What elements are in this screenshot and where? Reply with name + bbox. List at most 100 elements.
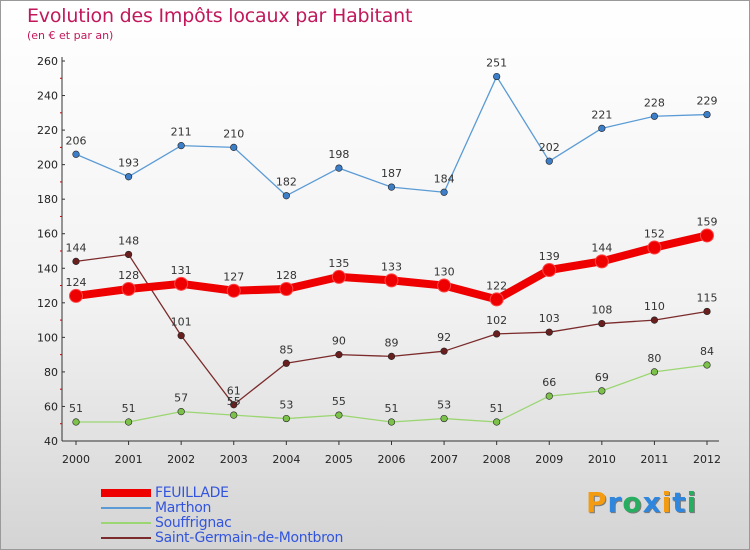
data-point — [387, 183, 396, 191]
data-point — [230, 143, 238, 151]
data-label: 101 — [171, 316, 192, 329]
data-label: 85 — [279, 343, 293, 356]
x-tick-label: 2008 — [483, 453, 511, 466]
data-point — [384, 273, 399, 288]
x-tick-label: 2009 — [535, 453, 563, 466]
data-label: 130 — [434, 266, 455, 279]
data-label: 187 — [381, 167, 402, 180]
x-tick-label: 2012 — [693, 453, 721, 466]
data-point — [335, 351, 343, 359]
data-point — [124, 173, 133, 181]
legend-item: Saint-Germain-de-Montbron — [101, 530, 343, 546]
x-tick-label: 2007 — [430, 453, 458, 466]
data-label: 193 — [118, 157, 139, 170]
data-label: 102 — [486, 314, 507, 327]
series-marthon — [72, 72, 711, 200]
series-saint-germain-de-montbron — [72, 250, 711, 409]
data-label: 84 — [700, 345, 714, 358]
data-point — [650, 368, 659, 376]
y-tick-label: 100 — [37, 331, 58, 344]
data-label: 51 — [385, 402, 399, 415]
y-tick-label: 180 — [37, 193, 58, 206]
data-label: 61 — [227, 385, 241, 398]
data-label: 135 — [328, 257, 349, 270]
data-label: 89 — [385, 336, 399, 349]
legend-swatch — [101, 536, 151, 539]
data-point — [493, 418, 501, 426]
data-label: 152 — [644, 228, 665, 241]
data-point — [230, 401, 238, 409]
data-labels-layer: 124 128 131 127 128 135 133 130 122 139 144 152 159 2… — [66, 57, 718, 415]
data-point — [647, 240, 662, 255]
data-point — [542, 263, 557, 277]
x-tick-label: 2002 — [167, 453, 195, 466]
data-point — [387, 352, 396, 360]
x-tick-label: 2001 — [115, 453, 143, 466]
data-label: 90 — [332, 335, 346, 348]
y-tick-label: 120 — [37, 297, 58, 310]
data-label: 57 — [174, 392, 188, 405]
axes: 40 60 80 100 120 140 160 180 200 220 240 260 2000 200… — [37, 55, 721, 466]
data-point — [121, 282, 136, 296]
data-label: 144 — [66, 241, 87, 254]
data-label: 110 — [644, 300, 665, 313]
data-point — [331, 269, 346, 284]
legend-label: FEUILLADE — [155, 484, 229, 501]
data-label: 108 — [591, 304, 612, 317]
data-point — [177, 408, 185, 416]
data-label: 103 — [539, 312, 560, 325]
data-label: 211 — [171, 126, 192, 139]
data-point — [493, 72, 501, 81]
proxiti-logo: Proxiti — [586, 486, 698, 519]
data-point — [598, 124, 606, 132]
legend-swatch — [101, 488, 151, 497]
data-point — [650, 112, 659, 120]
data-label: 139 — [539, 250, 560, 263]
data-point — [124, 250, 133, 259]
x-tick-label: 2003 — [220, 453, 248, 466]
data-label: 221 — [591, 108, 612, 121]
y-tick-label: 220 — [37, 124, 58, 137]
legend-swatch — [101, 506, 151, 509]
legend-item: FEUILLADE — [101, 484, 343, 501]
series-souffrignac — [72, 361, 711, 426]
data-label: 128 — [118, 269, 139, 282]
x-tick-label: 2004 — [272, 453, 300, 466]
data-point — [72, 418, 80, 426]
y-tick-label: 160 — [37, 228, 58, 241]
y-tick-label: 240 — [37, 90, 58, 103]
data-label: 229 — [697, 95, 718, 108]
series-layer — [69, 72, 714, 426]
data-label: 198 — [328, 148, 349, 161]
data-label: 115 — [697, 291, 718, 304]
data-point — [69, 288, 83, 303]
data-point — [174, 276, 189, 291]
data-point — [440, 347, 448, 355]
x-tick-label: 2005 — [325, 453, 353, 466]
data-label: 122 — [486, 279, 507, 292]
data-label: 69 — [595, 371, 609, 384]
legend-item: Souffrignac — [101, 515, 343, 531]
data-label: 228 — [644, 96, 665, 109]
data-point — [335, 411, 343, 419]
data-label: 51 — [490, 402, 504, 415]
data-label: 128 — [276, 269, 297, 282]
data-point — [650, 316, 659, 324]
data-point — [440, 414, 448, 423]
data-point — [489, 292, 504, 307]
data-label: 144 — [591, 241, 612, 254]
y-tick-label: 40 — [44, 435, 58, 448]
legend-label: Marthon — [155, 499, 212, 516]
data-label: 251 — [486, 57, 507, 70]
data-label: 66 — [542, 376, 556, 389]
data-point — [703, 361, 711, 369]
data-point — [594, 254, 609, 269]
y-tick-label: 260 — [37, 55, 58, 68]
data-label: 202 — [539, 141, 560, 154]
data-point — [545, 392, 553, 400]
y-tick-label: 140 — [37, 262, 58, 275]
data-point — [387, 418, 396, 426]
data-point — [703, 307, 711, 316]
data-point — [282, 414, 290, 423]
